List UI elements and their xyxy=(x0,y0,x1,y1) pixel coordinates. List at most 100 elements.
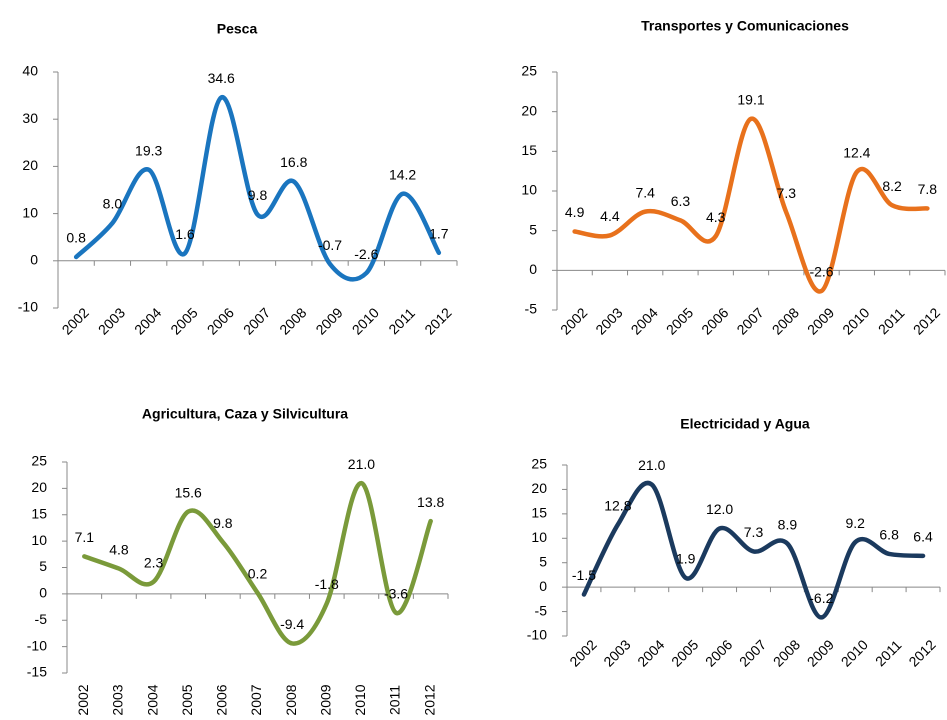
x-tick-label: 2002 xyxy=(59,304,92,337)
y-tick-label: -10 xyxy=(18,299,38,315)
data-label: 8.9 xyxy=(778,516,798,532)
data-label: 7.3 xyxy=(777,185,797,201)
data-label: 7.3 xyxy=(744,524,764,540)
data-label: 1.9 xyxy=(676,551,696,567)
data-label: 2.3 xyxy=(144,554,164,570)
data-label: 21.0 xyxy=(348,456,375,472)
data-label: 4.4 xyxy=(600,208,620,224)
x-tick-label: 2008 xyxy=(283,684,299,715)
x-tick-label: 2007 xyxy=(248,684,264,715)
data-label: 9.8 xyxy=(248,187,268,203)
y-tick-label: -5 xyxy=(35,611,48,627)
y-tick-label: 10 xyxy=(22,204,38,220)
data-label: 6.3 xyxy=(671,193,691,209)
x-tick-label: 2007 xyxy=(736,636,769,669)
data-label: 4.3 xyxy=(706,209,726,225)
x-tick-label: 2006 xyxy=(702,636,735,669)
y-tick-label: 25 xyxy=(31,453,47,469)
y-tick-label: 15 xyxy=(521,142,537,158)
x-tick-label: 2005 xyxy=(179,684,195,715)
x-tick-label: 2008 xyxy=(276,304,309,337)
data-label: -2.6 xyxy=(809,264,833,280)
data-label: -1.5 xyxy=(572,567,596,583)
x-tick-label: 2004 xyxy=(131,304,164,337)
y-tick-label: 10 xyxy=(31,532,47,548)
data-label: -6.2 xyxy=(809,590,833,606)
x-tick-label: 2008 xyxy=(769,304,802,337)
y-tick-label: -5 xyxy=(535,602,548,618)
x-tick-label: 2008 xyxy=(770,636,803,669)
x-tick-label: 2004 xyxy=(634,636,667,669)
y-tick-label: -5 xyxy=(525,301,538,317)
x-tick-label: 2011 xyxy=(387,685,403,715)
y-tick-label: -10 xyxy=(527,627,547,643)
data-label: 12.8 xyxy=(604,497,631,513)
y-tick-label: 10 xyxy=(531,529,547,545)
data-label: 1.7 xyxy=(429,225,449,241)
y-tick-label: 0 xyxy=(30,252,38,268)
x-tick-label: 2010 xyxy=(352,684,368,715)
x-tick-label: 2005 xyxy=(663,304,696,337)
x-tick-label: 2010 xyxy=(838,636,871,669)
data-label: 7.1 xyxy=(75,529,95,545)
y-tick-label: 40 xyxy=(22,63,38,79)
data-label: 9.2 xyxy=(845,515,865,531)
x-tick-label: 2011 xyxy=(875,305,908,338)
x-tick-label: 2012 xyxy=(910,304,943,337)
data-label: 21.0 xyxy=(638,457,665,473)
x-tick-label: 2012 xyxy=(421,684,437,715)
y-tick-label: 20 xyxy=(31,479,47,495)
y-tick-label: 15 xyxy=(31,505,47,521)
chart-title: Agricultura, Caza y Silvicultura xyxy=(142,406,348,422)
data-label: 7.8 xyxy=(918,181,938,197)
y-tick-label: -15 xyxy=(27,664,47,680)
y-tick-label: 15 xyxy=(531,505,547,521)
x-tick-label: 2003 xyxy=(110,684,126,715)
x-tick-label: 2003 xyxy=(95,304,128,337)
x-tick-label: 2007 xyxy=(240,304,273,337)
y-tick-label: 5 xyxy=(529,221,537,237)
data-label: 0.2 xyxy=(248,566,268,582)
x-tick-label: 2009 xyxy=(804,636,837,669)
data-label: 1.6 xyxy=(175,226,195,242)
series-line xyxy=(572,116,930,294)
data-label: 12.0 xyxy=(706,501,733,517)
x-tick-label: 2010 xyxy=(349,304,382,337)
y-tick-label: 0 xyxy=(529,261,537,277)
chart-panel: Agricultura, Caza y Silvicultura -15 -10 -5… xyxy=(27,406,449,716)
x-tick-label: 2002 xyxy=(75,684,91,715)
x-tick-label: 2006 xyxy=(214,684,230,715)
data-label: 8.0 xyxy=(103,196,123,212)
x-tick-label: 2009 xyxy=(312,304,345,337)
y-tick-label: 25 xyxy=(531,456,547,472)
y-tick-label: 20 xyxy=(22,157,38,173)
y-tick-label: 5 xyxy=(39,558,47,574)
x-tick-label: 2009 xyxy=(804,304,837,337)
series-line xyxy=(73,95,442,282)
chart-title: Electricidad y Agua xyxy=(680,416,810,432)
x-tick-label: 2012 xyxy=(905,636,938,669)
x-tick-label: 2007 xyxy=(733,304,766,337)
y-tick-label: 0 xyxy=(539,578,547,594)
chart-title: Pesca xyxy=(217,21,258,37)
x-tick-label: 2011 xyxy=(872,637,905,670)
x-tick-label: 2002 xyxy=(566,636,599,669)
data-label: 19.1 xyxy=(737,92,764,108)
y-tick-label: 20 xyxy=(531,480,547,496)
data-label: 9.8 xyxy=(213,515,233,531)
data-label: 6.4 xyxy=(913,529,933,545)
data-label: 19.3 xyxy=(135,142,162,158)
y-tick-label: 0 xyxy=(39,585,47,601)
data-label: -1.8 xyxy=(315,576,339,592)
x-tick-label: 2006 xyxy=(698,304,731,337)
x-tick-label: 2005 xyxy=(668,636,701,669)
x-tick-label: 2003 xyxy=(600,636,633,669)
x-tick-label: 2012 xyxy=(421,304,454,337)
y-tick-label: 20 xyxy=(521,102,537,118)
data-label: -9.4 xyxy=(280,616,304,632)
data-label: 6.8 xyxy=(879,527,899,543)
data-label: -0.7 xyxy=(318,237,342,253)
